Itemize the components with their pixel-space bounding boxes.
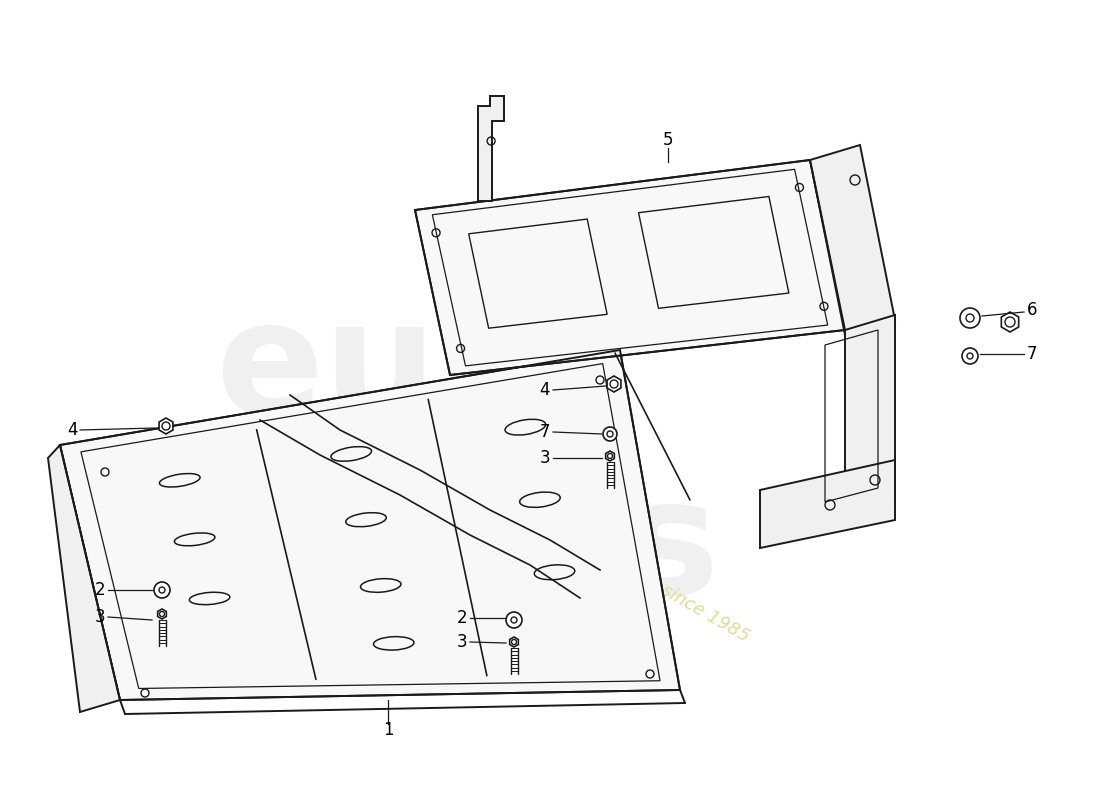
Circle shape (603, 427, 617, 441)
Text: 7: 7 (540, 423, 550, 441)
Text: 6: 6 (1026, 301, 1037, 319)
Text: 7: 7 (1026, 345, 1037, 363)
Circle shape (962, 348, 978, 364)
Text: 2: 2 (95, 581, 106, 599)
Text: 2: 2 (456, 609, 468, 627)
Circle shape (960, 308, 980, 328)
Text: 3: 3 (540, 449, 550, 467)
Circle shape (506, 612, 522, 628)
Text: 4: 4 (540, 381, 550, 399)
Text: euro
spares: euro spares (120, 293, 719, 627)
Polygon shape (810, 145, 895, 335)
Text: a passion for parts since 1985: a passion for parts since 1985 (508, 494, 752, 646)
Polygon shape (60, 350, 680, 700)
Text: 1: 1 (383, 721, 394, 739)
Text: 3: 3 (456, 633, 468, 651)
Text: 4: 4 (67, 421, 77, 439)
Text: 5: 5 (662, 131, 673, 149)
Polygon shape (160, 418, 173, 434)
Polygon shape (415, 160, 845, 375)
Polygon shape (478, 96, 504, 201)
Polygon shape (157, 609, 166, 619)
Circle shape (154, 582, 170, 598)
Polygon shape (607, 376, 620, 392)
Polygon shape (1001, 312, 1019, 332)
Polygon shape (845, 315, 895, 515)
Polygon shape (606, 451, 614, 461)
Polygon shape (760, 460, 895, 548)
Text: 3: 3 (95, 608, 106, 626)
Polygon shape (48, 445, 120, 712)
Polygon shape (509, 637, 518, 647)
